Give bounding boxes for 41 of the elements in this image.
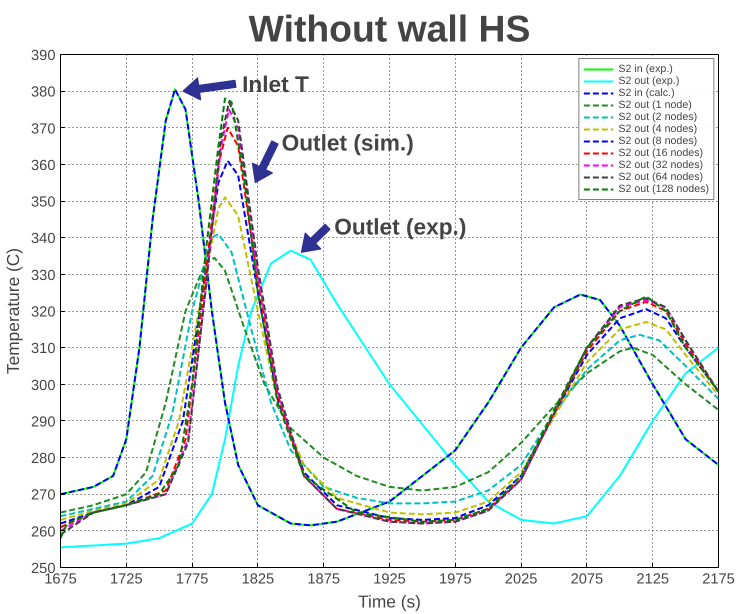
y-tick-label: 350	[31, 194, 56, 211]
x-tick-label: 1725	[110, 572, 143, 588]
legend-label: S2 out (16 nodes)	[618, 147, 704, 159]
y-tick-label: 310	[31, 341, 56, 358]
x-tick-label: 1975	[439, 572, 472, 588]
x-tick-label: 1775	[176, 572, 208, 588]
annotation: Outlet (sim.)	[282, 129, 414, 156]
annotation: Outlet (exp.)	[334, 214, 466, 240]
legend-label: S2 out (128 nodes)	[618, 183, 709, 195]
legend-label: S2 out (2 nodes)	[618, 111, 698, 123]
legend-label: S2 out (exp.)	[618, 75, 680, 87]
y-tick-label: 290	[31, 414, 56, 430]
y-tick-label: 260	[31, 524, 56, 540]
legend-label: S2 out (32 nodes)	[618, 159, 704, 171]
y-tick-label: 330	[31, 268, 56, 284]
legend-label: S2 out (1 node)	[618, 99, 692, 111]
y-tick-label: 270	[31, 488, 56, 504]
y-tick-label: 320	[31, 304, 56, 320]
legend-label: S2 in (exp.)	[618, 63, 673, 75]
x-tick-label: 2025	[504, 572, 538, 588]
legend-label: S2 out (4 nodes)	[618, 123, 698, 135]
x-axis-title: Time (s)	[358, 592, 421, 612]
x-tick-label: 2175	[702, 572, 735, 588]
y-tick-label: 340	[31, 231, 56, 248]
legend-label: S2 out (8 nodes)	[618, 135, 698, 147]
x-tick-label: 1875	[307, 572, 340, 588]
y-tick-label: 370	[31, 121, 56, 138]
legend-label: S2 out (64 nodes)	[618, 171, 704, 183]
y-tick-label: 390	[31, 48, 56, 64]
y-tick-label: 280	[31, 451, 56, 468]
annotation: Inlet T	[242, 70, 309, 97]
legend-label: S2 in (calc.)	[618, 87, 675, 99]
x-tick-label: 1825	[242, 572, 274, 588]
y-tick-label: 300	[31, 378, 56, 394]
x-tick-label: 1925	[373, 572, 406, 588]
chart-title: Without wall HS	[248, 8, 530, 50]
y-tick-label: 360	[31, 158, 56, 174]
x-tick-label: 2125	[636, 572, 670, 588]
y-axis-title: Temperature (C)	[3, 248, 24, 374]
x-tick-label: 2075	[570, 572, 604, 588]
y-tick-label: 380	[31, 84, 56, 101]
